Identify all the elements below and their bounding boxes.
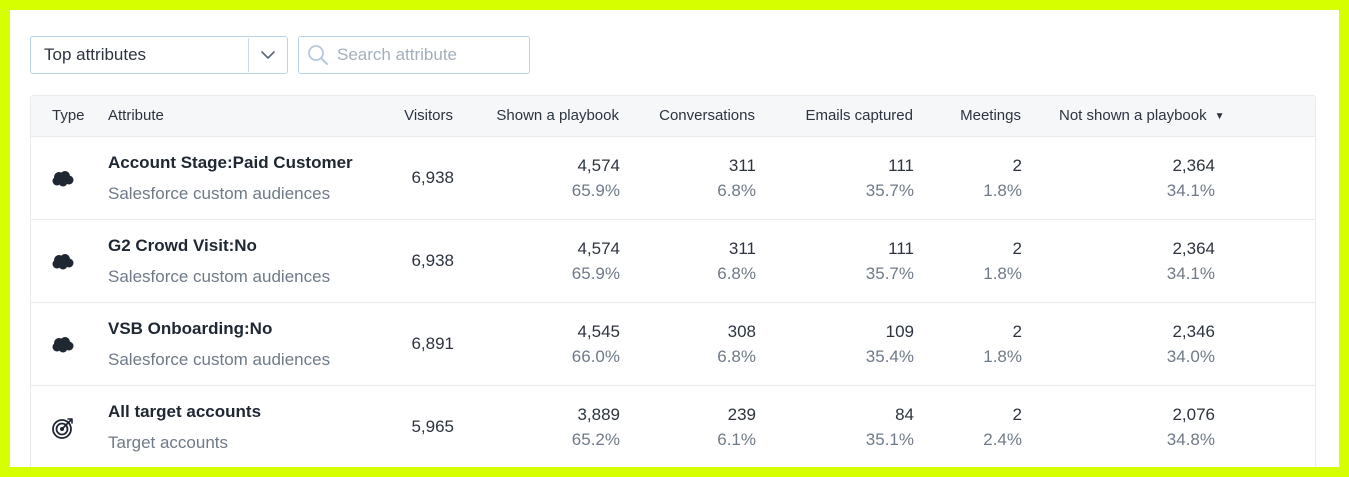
- emails-captured-percent: 35.7%: [865, 181, 914, 200]
- header-visitors: Visitors: [404, 107, 453, 124]
- emails-captured-percent: 35.4%: [865, 347, 914, 366]
- table-row[interactable]: All target accounts Target accounts 5,96…: [31, 385, 1315, 467]
- attribute-name[interactable]: VSB Onboarding:No: [108, 319, 273, 338]
- header-meetings: Meetings: [960, 107, 1021, 124]
- meetings-count: 2: [1012, 405, 1022, 424]
- conversations-percent: 6.8%: [717, 347, 756, 366]
- shown-playbook-percent: 65.9%: [571, 181, 620, 200]
- salesforce-cloud-icon: [51, 167, 75, 191]
- not-shown-playbook-count: 2,364: [1172, 156, 1215, 175]
- attribute-source: Target accounts: [108, 433, 229, 452]
- not-shown-playbook-percent: 34.8%: [1166, 430, 1215, 449]
- shown-playbook-percent: 66.0%: [571, 347, 620, 366]
- header-not-shown-playbook[interactable]: Not shown a playbook ▼: [1059, 96, 1225, 136]
- table-row[interactable]: VSB Onboarding:No Salesforce custom audi…: [31, 302, 1315, 385]
- table-row[interactable]: Account Stage:Paid Customer Salesforce c…: [31, 136, 1315, 219]
- salesforce-cloud-icon: [51, 333, 75, 357]
- emails-captured-count: 84: [895, 405, 914, 424]
- meetings-count: 2: [1012, 322, 1022, 341]
- chevron-down-icon[interactable]: [249, 50, 287, 60]
- conversations-count: 308: [727, 322, 756, 341]
- not-shown-playbook-count: 2,346: [1172, 322, 1215, 341]
- toolbar: Top attributes: [30, 36, 530, 74]
- attributes-panel: Top attributes Type Attribute Visitors S…: [10, 10, 1339, 467]
- shown-playbook-percent: 65.9%: [571, 264, 620, 283]
- search-input[interactable]: [337, 45, 517, 65]
- meetings-count: 2: [1012, 156, 1022, 175]
- conversations-percent: 6.8%: [717, 264, 756, 283]
- header-shown-playbook: Shown a playbook: [496, 107, 619, 124]
- meetings-percent: 1.8%: [983, 181, 1022, 200]
- shown-playbook-percent: 65.2%: [571, 430, 620, 449]
- visitors-value: 6,891: [411, 334, 454, 353]
- emails-captured-count: 111: [888, 239, 914, 258]
- emails-captured-count: 109: [885, 322, 914, 341]
- meetings-percent: 2.4%: [983, 430, 1022, 449]
- emails-captured-percent: 35.7%: [865, 264, 914, 283]
- conversations-percent: 6.8%: [717, 181, 756, 200]
- header-type: Type: [52, 107, 85, 124]
- attribute-view-dropdown[interactable]: Top attributes: [30, 36, 288, 74]
- header-conversations: Conversations: [659, 107, 755, 124]
- header-emails-captured: Emails captured: [805, 107, 913, 124]
- shown-playbook-count: 4,545: [577, 322, 620, 341]
- not-shown-playbook-percent: 34.1%: [1166, 264, 1215, 283]
- search-icon: [299, 44, 337, 66]
- header-attribute: Attribute: [108, 107, 164, 124]
- attribute-source: Salesforce custom audiences: [108, 184, 331, 203]
- not-shown-playbook-count: 2,076: [1172, 405, 1215, 424]
- table-header: Type Attribute Visitors Shown a playbook…: [31, 96, 1315, 136]
- attribute-name[interactable]: Account Stage:Paid Customer: [108, 153, 353, 172]
- dropdown-value: Top attributes: [44, 45, 147, 64]
- sort-descending-icon[interactable]: ▼: [1214, 111, 1225, 122]
- visitors-value: 6,938: [411, 168, 454, 187]
- conversations-count: 239: [727, 405, 756, 424]
- conversations-percent: 6.1%: [717, 430, 756, 449]
- salesforce-cloud-icon: [51, 250, 75, 274]
- not-shown-playbook-count: 2,364: [1172, 239, 1215, 258]
- emails-captured-count: 111: [888, 156, 914, 175]
- shown-playbook-count: 4,574: [577, 156, 620, 175]
- attribute-name[interactable]: G2 Crowd Visit:No: [108, 236, 257, 255]
- meetings-count: 2: [1012, 239, 1022, 258]
- emails-captured-percent: 35.1%: [865, 430, 914, 449]
- table-row[interactable]: G2 Crowd Visit:No Salesforce custom audi…: [31, 219, 1315, 302]
- meetings-percent: 1.8%: [983, 264, 1022, 283]
- search-box[interactable]: [298, 36, 530, 74]
- dropdown-divider: [248, 38, 249, 72]
- visitors-value: 5,965: [411, 417, 454, 436]
- header-not-shown-label: Not shown a playbook: [1059, 107, 1207, 124]
- meetings-percent: 1.8%: [983, 347, 1022, 366]
- not-shown-playbook-percent: 34.0%: [1166, 347, 1215, 366]
- not-shown-playbook-percent: 34.1%: [1166, 181, 1215, 200]
- attribute-source: Salesforce custom audiences: [108, 267, 331, 286]
- shown-playbook-count: 3,889: [577, 405, 620, 424]
- conversations-count: 311: [728, 156, 756, 175]
- attribute-source: Salesforce custom audiences: [108, 350, 331, 369]
- shown-playbook-count: 4,574: [577, 239, 620, 258]
- conversations-count: 311: [728, 239, 756, 258]
- attributes-table: Type Attribute Visitors Shown a playbook…: [30, 95, 1316, 467]
- attribute-name[interactable]: All target accounts: [108, 402, 262, 421]
- visitors-value: 6,938: [411, 251, 454, 270]
- target-icon: [51, 416, 75, 440]
